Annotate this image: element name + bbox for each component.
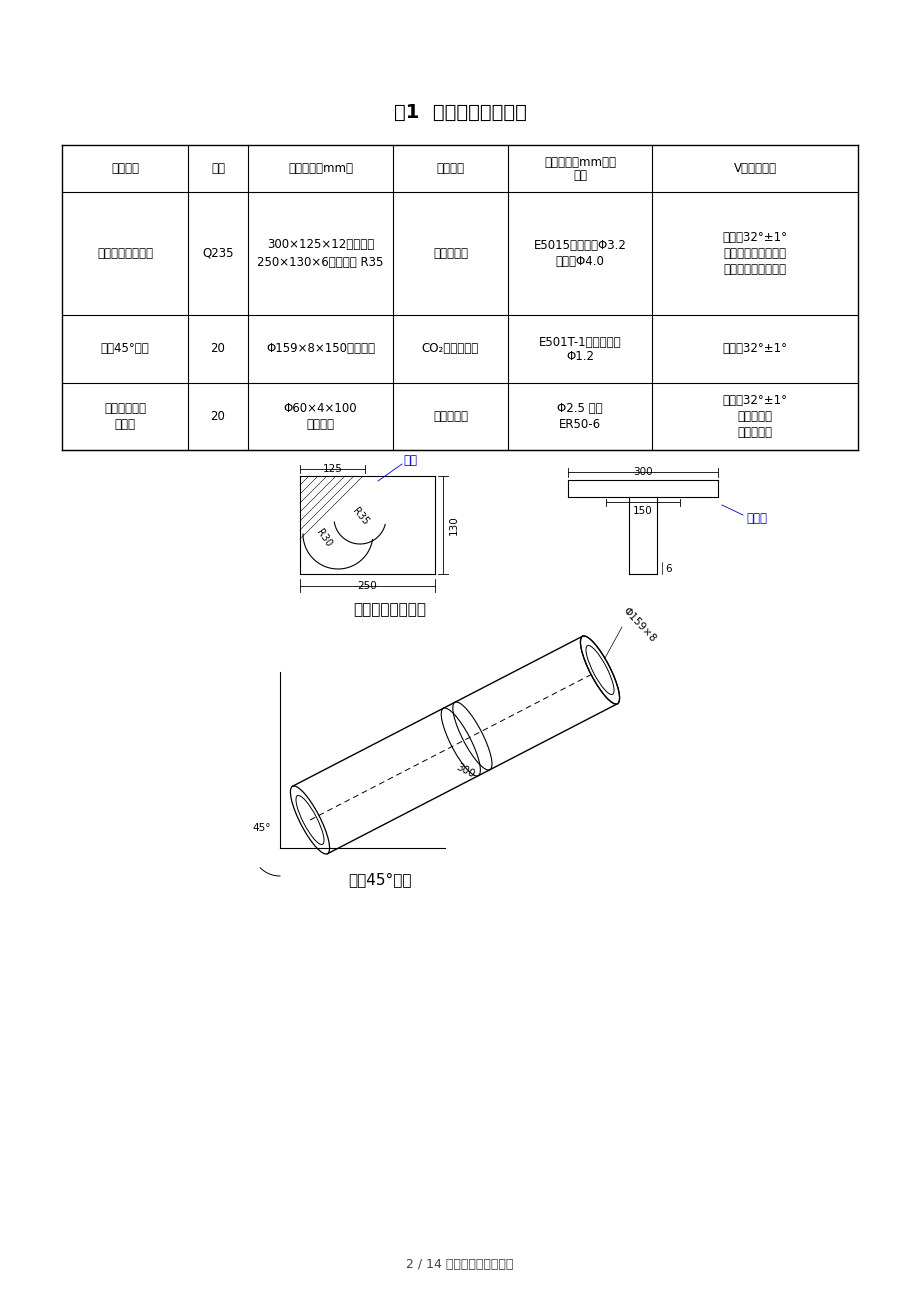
- Text: （障碍间距: （障碍间距: [737, 410, 772, 423]
- Text: 20: 20: [210, 410, 225, 423]
- Text: 250: 250: [357, 581, 377, 591]
- Text: 竞赛项目: 竞赛项目: [111, 161, 139, 174]
- Text: ER50-6: ER50-6: [559, 418, 600, 431]
- Text: （一对）: （一对）: [306, 418, 335, 431]
- Text: （障碍板固定在焊架: （障碍板固定在焊架: [722, 247, 786, 260]
- Text: Φ60×4×100: Φ60×4×100: [283, 402, 357, 415]
- Text: 管：水平固定: 管：水平固定: [104, 402, 146, 415]
- Text: 管：45°固定: 管：45°固定: [100, 342, 149, 355]
- Text: 如图所示）: 如图所示）: [737, 426, 772, 439]
- Text: 6: 6: [665, 564, 672, 574]
- Text: 材质: 材质: [210, 161, 225, 174]
- Text: 加障碍: 加障碍: [114, 418, 135, 431]
- Text: 单侧：32°±1°: 单侧：32°±1°: [721, 395, 787, 408]
- Text: 焊条电弧焊: 焊条电弧焊: [433, 247, 468, 260]
- Text: 2 / 14 文档可自由编辑打印: 2 / 14 文档可自由编辑打印: [406, 1259, 513, 1272]
- Text: R35: R35: [349, 505, 369, 526]
- Text: 300×125×12（一对）: 300×125×12（一对）: [267, 238, 374, 251]
- Text: 单侧：32°±1°: 单侧：32°±1°: [721, 230, 787, 243]
- Text: Φ159×8: Φ159×8: [619, 605, 657, 644]
- Text: Φ2.5 焊丝: Φ2.5 焊丝: [557, 402, 602, 415]
- Text: E501T-1，药芯焊丝: E501T-1，药芯焊丝: [539, 336, 620, 349]
- Text: 上，位置如图所示）: 上，位置如图所示）: [722, 263, 786, 276]
- Text: Φ1.2: Φ1.2: [565, 350, 594, 363]
- Text: 125: 125: [323, 464, 342, 474]
- Text: 300: 300: [632, 467, 652, 477]
- Text: Φ159×8×150（一对）: Φ159×8×150（一对）: [266, 342, 375, 355]
- Text: 150: 150: [632, 506, 652, 516]
- Text: 45°: 45°: [253, 823, 271, 833]
- Text: 板：仰位加障碍板: 板：仰位加障碍板: [96, 247, 153, 260]
- Text: 管：45°固定: 管：45°固定: [348, 872, 412, 888]
- Ellipse shape: [580, 635, 618, 704]
- Text: 单侧：32°±1°: 单侧：32°±1°: [721, 342, 787, 355]
- Text: 型号: 型号: [573, 169, 586, 182]
- Text: 250×130×6，半圆孔 R35: 250×130×6，半圆孔 R35: [257, 256, 383, 270]
- Text: 钨极氩弧焊: 钨极氩弧焊: [433, 410, 468, 423]
- Text: 试件规格（mm）: 试件规格（mm）: [288, 161, 353, 174]
- Text: 130: 130: [448, 516, 459, 535]
- Text: 20: 20: [210, 342, 225, 355]
- Text: 试件: 试件: [403, 454, 416, 467]
- Text: E5015，底层：Φ3.2: E5015，底层：Φ3.2: [533, 240, 626, 253]
- Text: 板：仰位加障碍板: 板：仰位加障碍板: [353, 603, 426, 617]
- Text: CO₂气体保护焊: CO₂气体保护焊: [422, 342, 479, 355]
- Text: 300: 300: [453, 762, 475, 780]
- Text: Q235: Q235: [202, 247, 233, 260]
- Text: V形坡口角度: V形坡口角度: [732, 161, 776, 174]
- Text: 障碍板: 障碍板: [745, 513, 766, 526]
- Text: 焊接方法: 焊接方法: [436, 161, 464, 174]
- Text: 表1  实际操作竞赛项目: 表1 实际操作竞赛项目: [393, 103, 526, 121]
- Text: 其它：Φ4.0: 其它：Φ4.0: [555, 255, 604, 268]
- Text: 焊材规格（mm）及: 焊材规格（mm）及: [543, 156, 616, 169]
- Text: R30: R30: [314, 527, 334, 548]
